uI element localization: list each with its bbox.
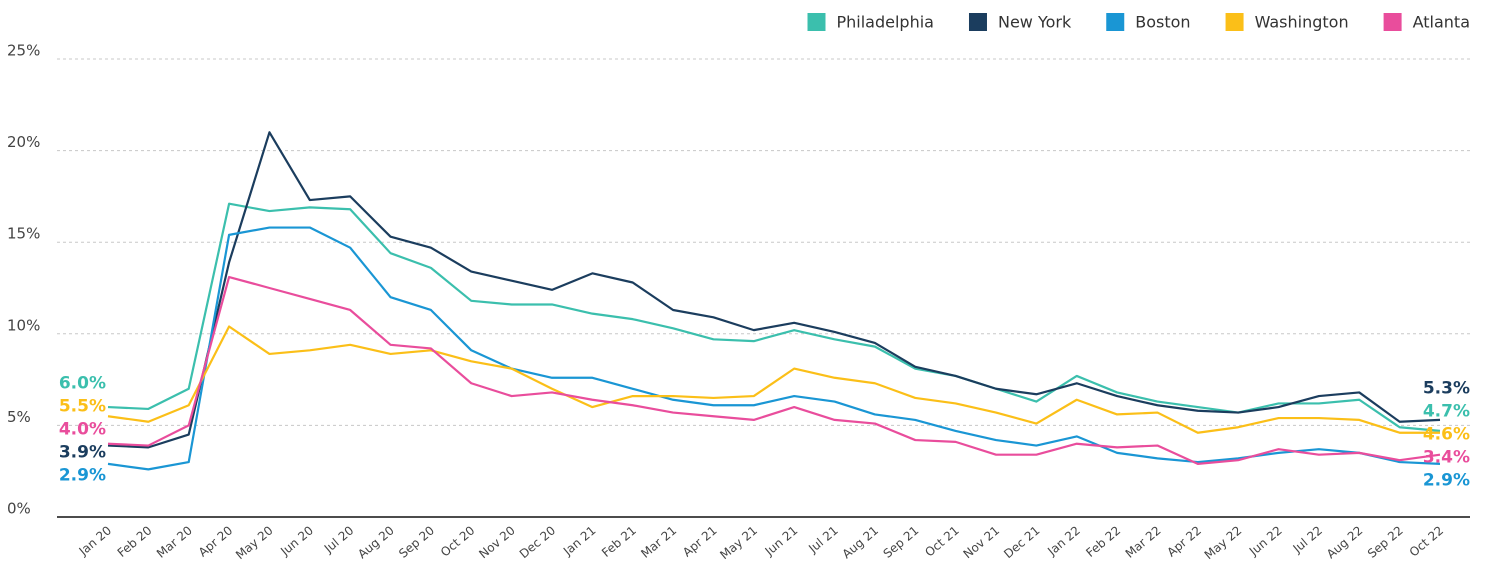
x-tick-label: Jan 22: [1044, 523, 1083, 559]
x-tick-label: May 21: [717, 523, 760, 562]
x-tick-label: May 20: [233, 523, 276, 562]
x-tick-label: Nov 21: [961, 523, 1003, 561]
legend-label: Boston: [1135, 13, 1190, 32]
line: [107, 275, 1441, 465]
x-tick-label: Mar 21: [638, 523, 679, 561]
data-label: 5.5%: [59, 396, 106, 416]
x-tick-label: Sep 20: [396, 523, 437, 561]
x-tick-label: Dec 21: [1001, 523, 1042, 561]
line: [107, 202, 1441, 432]
y-tick-label: 15%: [7, 225, 40, 243]
data-label: 2.9%: [59, 465, 106, 485]
y-tick-label: 25%: [7, 42, 40, 60]
data-label: 4.7%: [1423, 401, 1470, 421]
legend-item: Philadelphia: [807, 13, 934, 32]
legend-swatch: [807, 13, 826, 31]
legend-swatch: [1225, 13, 1244, 31]
x-tick-label: May 22: [1202, 523, 1245, 562]
data-label: 5.3%: [1423, 378, 1470, 398]
data-label: 6.0%: [59, 373, 106, 393]
data-label: 4.0%: [59, 419, 106, 439]
x-tick-label: Apr 22: [1164, 523, 1204, 559]
y-tick-label: 5%: [7, 408, 31, 426]
y-tick-label: 20%: [7, 133, 40, 151]
x-tick-label: Apr 21: [680, 523, 720, 559]
x-tick-label: Jun 22: [1246, 523, 1285, 559]
line: [107, 131, 1441, 449]
legend-item: Boston: [1106, 13, 1191, 32]
y-tick-label: 0%: [7, 500, 31, 518]
x-tick-label: Jun 20: [277, 523, 316, 559]
data-label: 2.9%: [1423, 470, 1470, 490]
x-tick-label: Sep 22: [1365, 523, 1406, 561]
x-tick-label: Feb 22: [1083, 523, 1123, 560]
x-tick-label: Jul 21: [805, 523, 840, 556]
x-tick-label: Jun 21: [762, 523, 801, 559]
x-tick-label: Oct 21: [922, 523, 962, 559]
legend-label: Washington: [1255, 13, 1349, 32]
data-label: 3.9%: [59, 442, 106, 462]
x-tick-label: Aug 22: [1324, 523, 1366, 561]
x-tick-label: Jul 20: [321, 523, 356, 556]
legend-swatch: [1106, 13, 1125, 31]
x-tick-label: Mar 22: [1123, 523, 1164, 561]
line: [107, 226, 1441, 471]
x-tick-label: Aug 21: [840, 523, 882, 561]
legend-item: Washington: [1225, 13, 1349, 32]
x-tick-label: Apr 20: [196, 523, 236, 559]
x-tick-label: Feb 20: [115, 523, 155, 560]
legend-label: Philadelphia: [837, 13, 934, 32]
legend-item: New York: [968, 13, 1072, 32]
x-tick-label: Sep 21: [881, 523, 922, 561]
x-tick-label: Jul 22: [1290, 523, 1325, 556]
x-tick-label: Nov 20: [476, 523, 518, 561]
legend-label: New York: [998, 13, 1072, 32]
x-tick-label: Mar 20: [154, 523, 195, 561]
x-tick-label: Jan 21: [560, 523, 599, 559]
legend-label: Atlanta: [1413, 13, 1470, 32]
line: [107, 325, 1440, 434]
y-tick-label: 10%: [7, 316, 40, 334]
x-tick-label: Oct 20: [438, 523, 478, 559]
legend-swatch: [1383, 13, 1402, 31]
legend-item: Atlanta: [1383, 13, 1470, 32]
data-label: 4.6%: [1423, 424, 1470, 444]
x-tick-label: Jan 20: [76, 523, 115, 559]
legend-swatch: [968, 13, 987, 31]
x-tick-label: Oct 22: [1407, 523, 1447, 559]
x-tick-label: Feb 21: [599, 523, 639, 560]
x-tick-label: Aug 20: [355, 523, 397, 561]
data-label: 3.4%: [1423, 447, 1470, 467]
x-tick-label: Dec 20: [517, 523, 558, 561]
